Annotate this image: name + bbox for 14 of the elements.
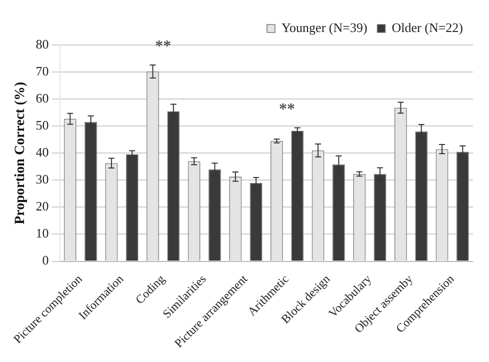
y-axis-title: Proportion Correct (%): [13, 82, 28, 224]
y-tick-label: 20: [36, 198, 49, 214]
y-tick-label: 80: [36, 36, 49, 52]
y-tick-label: 30: [36, 172, 49, 187]
legend-label: Younger (N=39): [281, 20, 368, 35]
y-tick-label: 60: [36, 90, 49, 106]
annotation: **: [279, 100, 296, 118]
legend-label: Older (N=22): [392, 20, 464, 35]
y-tick-label: 50: [36, 118, 49, 133]
y-tick-label: 40: [36, 144, 49, 160]
y-tick-label: 0: [42, 252, 49, 268]
y-tick-label: 10: [36, 226, 49, 241]
y-tick-label: 70: [36, 63, 49, 78]
annotation: **: [155, 38, 172, 56]
